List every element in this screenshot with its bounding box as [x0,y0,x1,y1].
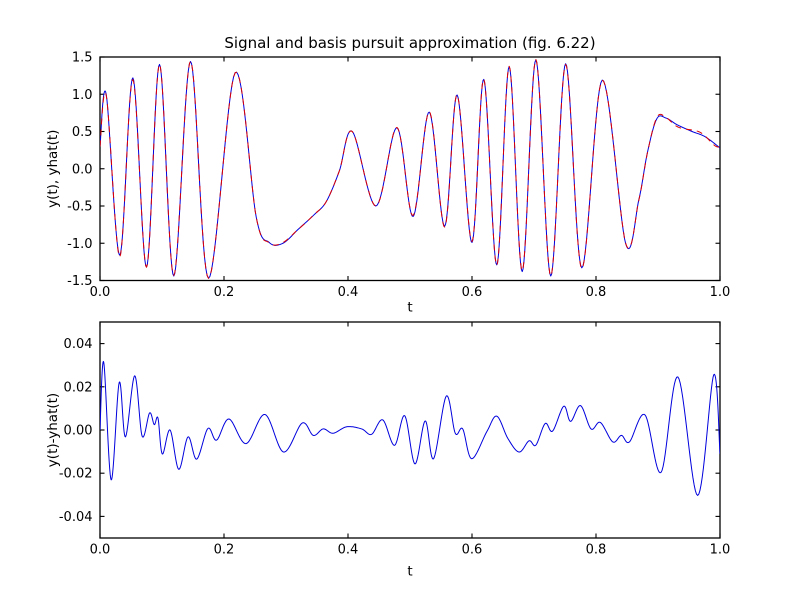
y-tick-label: -0.5 [67,200,92,215]
y-tick-label: -0.02 [59,467,93,482]
top-yaxis-label: y(t), yhat(t) [45,130,61,208]
y-tick-label: 0.00 [64,424,93,439]
x-tick-label: 0.8 [586,543,607,558]
x-tick-label: 0.2 [214,543,235,558]
x-tick-label: 0.6 [462,285,483,300]
y-tick-label: -1.5 [67,274,92,289]
x-tick-label: 0.0 [90,285,111,300]
y-tick-label: 1.5 [72,51,93,66]
axes-frame [99,321,721,539]
residual-curve [100,360,720,496]
chart-title: Signal and basis pursuit approximation (… [224,34,595,52]
axes-top: 0.0 0.2 0.4 0.6 0.8 1.0 1.5 1.0 0.5 0.0 -0.5 -1.0 -1… [67,51,730,301]
top-xaxis-label: t [407,300,412,316]
y-tick-label: 0.04 [64,337,93,352]
x-tick-label: 1.0 [710,543,731,558]
bottom-yaxis-label: y(t)-yhat(t) [45,393,61,467]
y-tick-label: 0.5 [72,125,93,140]
y-tick-label: 1.0 [72,88,93,103]
approximation-curve [100,58,720,279]
axes-render-root: 0.0 0.2 0.4 0.6 0.8 1.0 1.5 1.0 0.5 0.0 -0.5 -1.0 -1… [59,51,730,558]
x-tick-label: 1.0 [710,285,731,300]
y-tick-label: -0.04 [59,510,93,525]
x-tick-label: 0.0 [90,543,111,558]
x-tick-label: 0.6 [462,543,483,558]
y-tick-label: 0.0 [72,162,93,177]
x-tick-label: 0.8 [586,285,607,300]
x-tick-label: 0.2 [214,285,235,300]
axes-bottom: 0.0 0.2 0.4 0.6 0.8 1.0 0.04 0.02 0.00 -0.02 -0.04 [59,321,731,558]
y-tick-label: 0.02 [64,380,93,395]
y-tick-label: -1.0 [67,237,92,252]
axes-frame [99,56,721,282]
bottom-xaxis-label: t [407,564,412,580]
x-tick-label: 0.4 [338,543,359,558]
x-tick-label: 0.4 [338,285,359,300]
